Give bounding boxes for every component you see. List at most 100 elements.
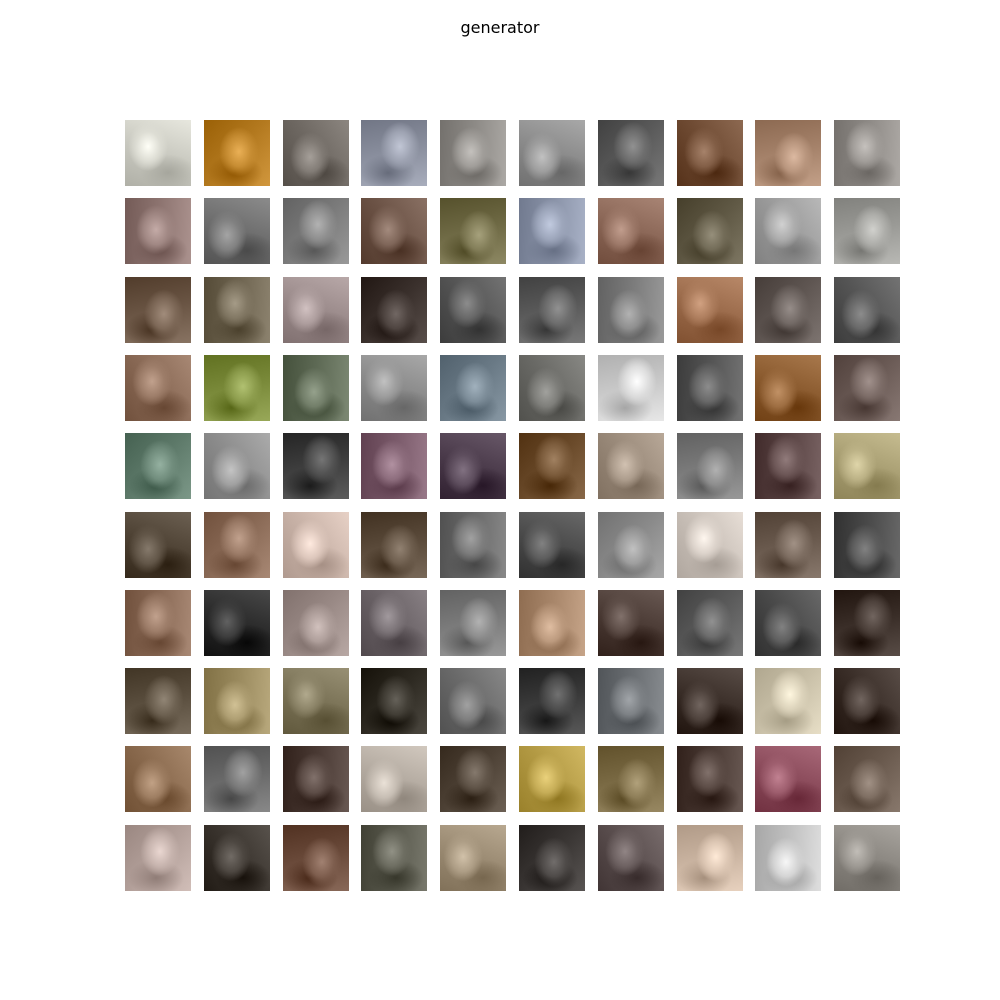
generated-sample-image (361, 825, 427, 891)
generated-sample-image (598, 277, 664, 343)
generated-sample-image (204, 433, 270, 499)
generated-sample-image (125, 120, 191, 186)
generated-sample-image (519, 512, 585, 578)
generated-sample-image (834, 433, 900, 499)
generated-sample-image (834, 512, 900, 578)
generated-sample-image (283, 433, 349, 499)
generated-sample-image (755, 120, 821, 186)
generated-sample-image (677, 590, 743, 656)
generated-sample-image (598, 433, 664, 499)
generated-sample-image (519, 198, 585, 264)
generated-sample-image (361, 746, 427, 812)
generated-sample-image (677, 277, 743, 343)
generated-sample-image (125, 825, 191, 891)
generated-sample-image (598, 825, 664, 891)
generated-sample-image (519, 746, 585, 812)
generated-sample-image (283, 355, 349, 421)
generated-sample-image (440, 668, 506, 734)
generated-sample-image (361, 277, 427, 343)
figure-title: generator (460, 18, 540, 37)
generated-sample-image (755, 746, 821, 812)
generated-sample-image (440, 120, 506, 186)
generated-sample-image (283, 590, 349, 656)
generated-sample-image (519, 433, 585, 499)
generated-sample-image (204, 198, 270, 264)
generated-sample-image (283, 277, 349, 343)
generated-sample-image (677, 355, 743, 421)
generated-sample-image (519, 825, 585, 891)
generated-sample-image (204, 746, 270, 812)
generated-sample-image (204, 120, 270, 186)
generated-sample-image (834, 355, 900, 421)
generated-sample-image (283, 198, 349, 264)
generated-sample-image (204, 590, 270, 656)
generated-sample-image (361, 355, 427, 421)
generated-sample-image (125, 668, 191, 734)
generated-sample-image (834, 198, 900, 264)
generated-sample-image (677, 668, 743, 734)
generated-sample-image (361, 668, 427, 734)
generated-sample-image (755, 668, 821, 734)
generated-sample-image (440, 198, 506, 264)
generated-sample-image (361, 590, 427, 656)
generated-sample-image (755, 277, 821, 343)
generated-sample-image (677, 825, 743, 891)
generated-sample-image (755, 512, 821, 578)
generated-sample-image (440, 590, 506, 656)
generated-sample-image (125, 590, 191, 656)
generated-sample-image (598, 746, 664, 812)
generated-sample-image (755, 433, 821, 499)
generated-sample-image (440, 746, 506, 812)
generated-sample-image (125, 355, 191, 421)
generated-sample-image (125, 198, 191, 264)
generated-sample-image (204, 668, 270, 734)
generated-sample-image (440, 277, 506, 343)
generated-sample-image (834, 825, 900, 891)
generated-sample-image (283, 746, 349, 812)
generated-sample-image (361, 120, 427, 186)
generated-sample-image (204, 512, 270, 578)
generated-sample-image (440, 355, 506, 421)
generated-sample-image (125, 746, 191, 812)
generated-sample-image (834, 120, 900, 186)
generated-sample-image (125, 277, 191, 343)
generated-sample-image (440, 512, 506, 578)
generated-sample-image (125, 512, 191, 578)
generated-sample-image (755, 198, 821, 264)
generated-sample-image (361, 512, 427, 578)
generated-sample-image (519, 277, 585, 343)
generated-sample-image (598, 355, 664, 421)
generated-sample-image (598, 198, 664, 264)
generated-sample-image (440, 433, 506, 499)
generated-sample-image (283, 825, 349, 891)
generated-sample-image (755, 825, 821, 891)
generated-sample-image (204, 825, 270, 891)
generated-sample-image (598, 590, 664, 656)
generated-sample-image (519, 668, 585, 734)
generated-sample-image (834, 590, 900, 656)
generated-sample-image (598, 120, 664, 186)
generated-sample-image (204, 355, 270, 421)
generated-sample-image (755, 590, 821, 656)
generated-sample-image (283, 512, 349, 578)
generated-sample-image (519, 590, 585, 656)
generated-sample-image (677, 512, 743, 578)
generated-sample-image (834, 668, 900, 734)
generated-sample-image (755, 355, 821, 421)
generated-sample-image (834, 746, 900, 812)
generated-sample-image (361, 198, 427, 264)
generated-sample-image (677, 120, 743, 186)
generated-sample-image (677, 433, 743, 499)
generated-sample-image (204, 277, 270, 343)
generated-sample-image (519, 355, 585, 421)
generated-sample-image (519, 120, 585, 186)
generated-sample-image (834, 277, 900, 343)
generated-sample-image (598, 512, 664, 578)
generated-sample-image (440, 825, 506, 891)
generated-sample-image (677, 746, 743, 812)
generated-sample-image (598, 668, 664, 734)
generated-sample-image (361, 433, 427, 499)
generated-sample-image (125, 433, 191, 499)
generated-sample-image (283, 120, 349, 186)
